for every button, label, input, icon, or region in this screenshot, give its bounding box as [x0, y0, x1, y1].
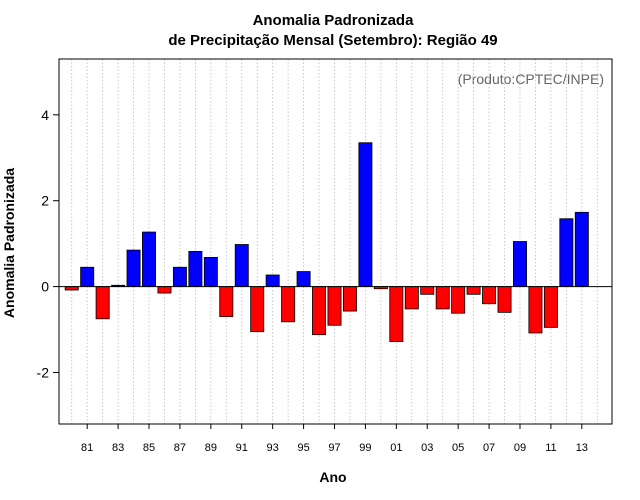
axes — [53, 58, 613, 429]
x-tick-label: 81 — [81, 442, 93, 454]
bar-1992 — [250, 286, 265, 333]
bar-1999 — [358, 142, 373, 287]
bar-2003 — [420, 286, 435, 295]
x-tick-label: 09 — [514, 442, 526, 454]
bar-1998 — [342, 286, 357, 312]
bar-2007 — [482, 286, 497, 305]
tick-labels: -2 0 2 4 81 83 85 87 89 91 93 95 97 99 01 03 05 07 09 11 13 — [37, 107, 588, 454]
x-tick-label: 97 — [328, 442, 340, 454]
y-tick-label: -2 — [37, 364, 50, 380]
plot-frame — [58, 58, 613, 425]
bar-1981 — [80, 266, 95, 287]
bar-1990 — [219, 286, 234, 318]
bar-2012 — [559, 218, 574, 287]
bar-2013 — [574, 211, 589, 287]
x-tick-label: 03 — [421, 442, 433, 454]
bar-1994 — [281, 286, 296, 323]
x-tick-label: 93 — [267, 442, 279, 454]
bar-1995 — [296, 271, 311, 287]
chart-credit: (Produto:CPTEC/INPE) — [458, 71, 604, 87]
x-tick-label: 95 — [297, 442, 309, 454]
bar-1987 — [172, 266, 187, 287]
bar-2008 — [497, 286, 512, 313]
bar-1980 — [64, 286, 79, 291]
y-tick-label: 2 — [41, 193, 49, 209]
bar-1986 — [157, 286, 172, 294]
x-tick-label: 87 — [174, 442, 186, 454]
bar-2004 — [435, 286, 450, 310]
x-tick-label: 11 — [545, 442, 556, 454]
x-tick-label: 85 — [143, 442, 155, 454]
bar-1982 — [95, 286, 110, 320]
bar-1988 — [188, 250, 203, 287]
bar-1985 — [142, 231, 156, 287]
chart-subtitle: de Precipitação Mensal (Setembro): Regiã… — [168, 32, 497, 49]
grid-lines — [71, 59, 598, 424]
bar-2010 — [528, 286, 543, 334]
chart-title: Anomalia Padronizada — [253, 12, 415, 29]
bar-1997 — [327, 286, 342, 326]
x-tick-label: 91 — [236, 442, 248, 454]
x-tick-label: 83 — [112, 442, 124, 454]
x-tick-label: 05 — [452, 442, 464, 454]
x-tick-label: 01 — [390, 442, 402, 454]
y-tick-label: 0 — [41, 279, 49, 295]
bar-2011 — [543, 286, 558, 328]
bar-1989 — [203, 256, 218, 287]
bar-1993 — [265, 274, 280, 287]
bar-2002 — [404, 286, 419, 310]
bar-2006 — [466, 286, 481, 295]
x-tick-label: 07 — [483, 442, 495, 454]
bar-2009 — [513, 241, 527, 287]
x-tick-label: 99 — [359, 442, 371, 454]
bar-2005 — [451, 286, 466, 314]
bar-1991 — [234, 244, 249, 287]
bar-1984 — [126, 249, 141, 287]
bars — [64, 142, 589, 342]
y-axis-label: Anomalia Padronizada — [1, 168, 17, 318]
bar-1996 — [312, 286, 327, 336]
bar-2001 — [389, 286, 404, 342]
x-axis-label: Ano — [319, 469, 346, 485]
y-tick-label: 4 — [41, 107, 49, 123]
x-tick-label: 13 — [576, 442, 588, 454]
x-tick-label: 89 — [205, 442, 217, 454]
